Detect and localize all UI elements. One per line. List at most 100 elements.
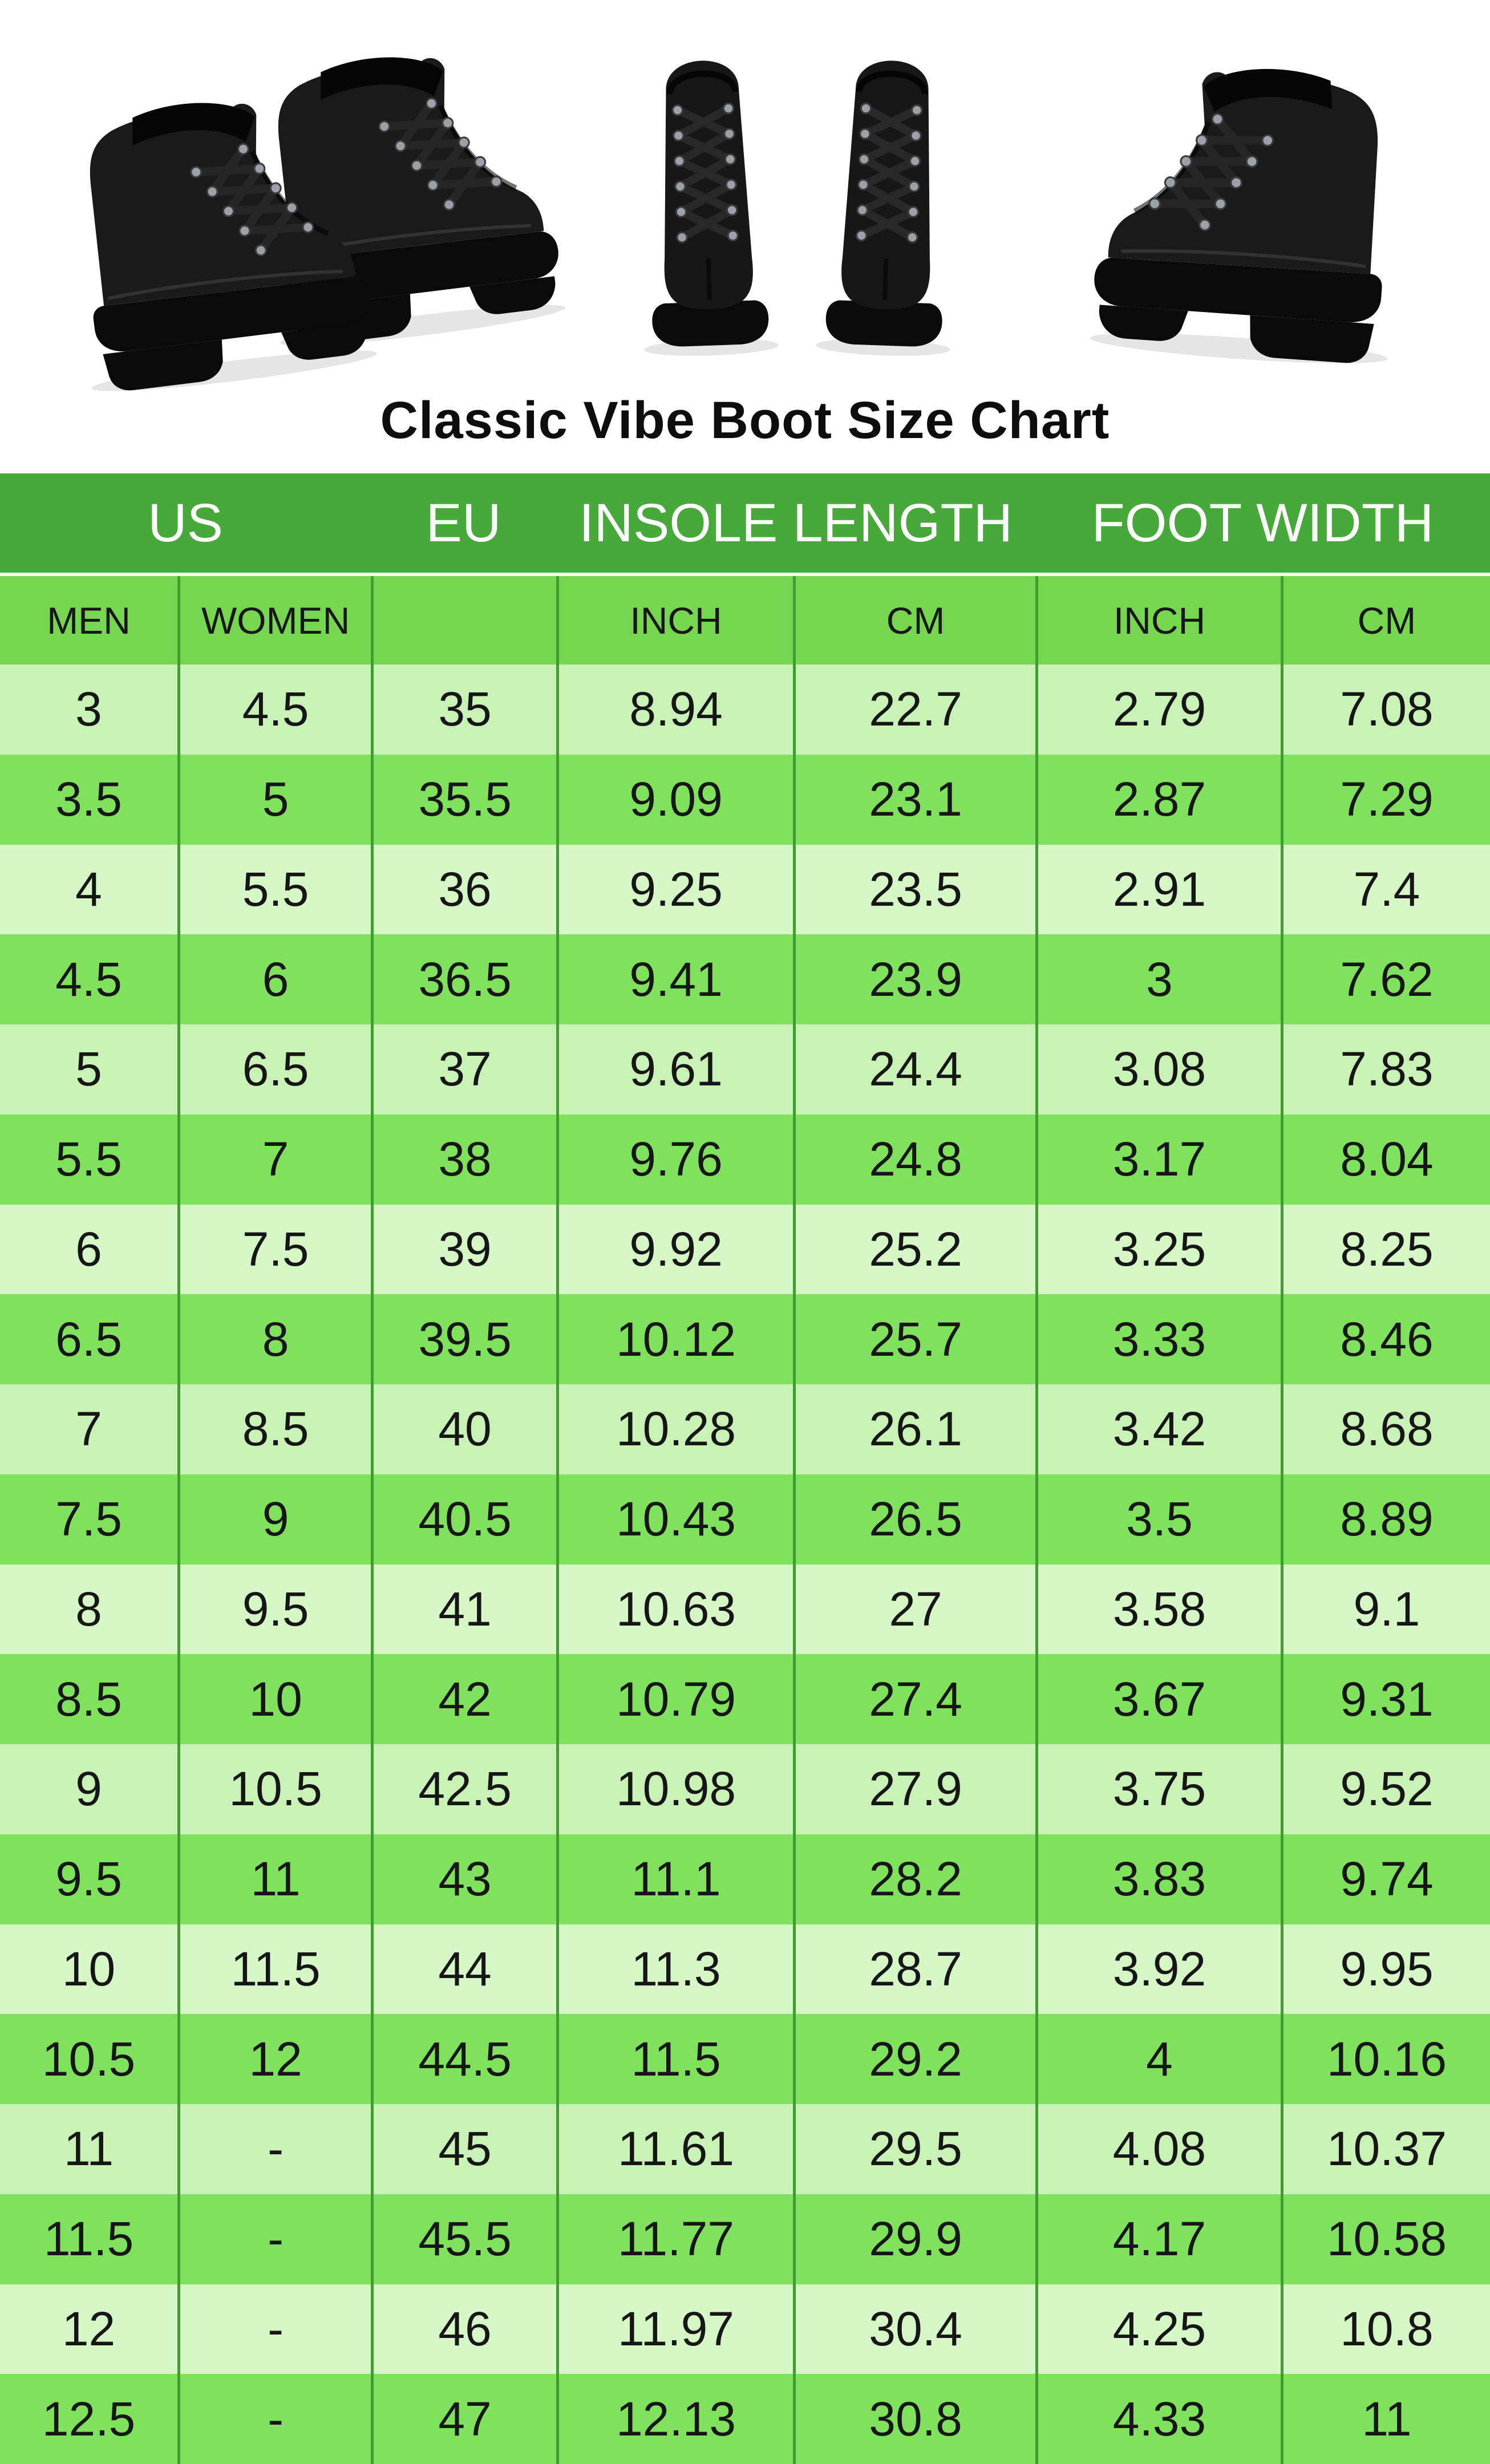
table-cell: 3 <box>1035 934 1281 1024</box>
column-header-insole-cm: CM <box>793 576 1036 664</box>
column-group-insole-length: INSOLE LENGTH <box>556 473 1036 576</box>
table-cell: 27.4 <box>793 1654 1036 1744</box>
table-cell: 7.5 <box>177 1204 371 1295</box>
table-cell: 3.92 <box>1035 1924 1281 2015</box>
table-cell: 39 <box>371 1204 557 1295</box>
table-cell: 29.5 <box>793 2104 1036 2194</box>
table-cell: 40 <box>371 1384 557 1474</box>
table-cell: 39.5 <box>371 1294 557 1384</box>
table-cell: 11.77 <box>556 2194 793 2284</box>
table-cell: 38 <box>371 1114 557 1205</box>
title-band: Classic Vibe Boot Size Chart <box>0 368 1490 473</box>
table-cell: 46 <box>371 2284 557 2374</box>
table-cell: 7.4 <box>1280 844 1490 935</box>
table-cell: 10.98 <box>556 1744 793 1834</box>
front-boot-left-image <box>627 26 784 359</box>
table-cell: 11.5 <box>177 1924 371 2015</box>
table-cell: 4 <box>0 844 178 935</box>
boots-pair-angled-image <box>63 31 588 365</box>
table-cell: 9.61 <box>556 1024 793 1115</box>
table-cell: 3.75 <box>1035 1744 1281 1834</box>
table-cell: 29.2 <box>793 2014 1036 2104</box>
table-cell: 9.52 <box>1280 1744 1490 1834</box>
table-cell: 23.9 <box>793 934 1036 1024</box>
table-cell: 8.25 <box>1280 1204 1490 1295</box>
table-cell: 9.74 <box>1280 1834 1490 1924</box>
table-cell: 9.31 <box>1280 1654 1490 1744</box>
table-cell: 25.2 <box>793 1204 1036 1295</box>
column-header-men: MEN <box>0 576 178 664</box>
table-cell: 7.29 <box>1280 754 1490 845</box>
product-photos-strip <box>0 0 1490 368</box>
table-cell: 8 <box>0 1564 178 1655</box>
table-cell: 3.25 <box>1035 1204 1281 1295</box>
table-cell: 3.17 <box>1035 1114 1281 1205</box>
table-cell: 9.5 <box>177 1564 371 1655</box>
boot-single-angled-image <box>1050 40 1460 359</box>
table-cell: 10.16 <box>1280 2014 1490 2104</box>
table-cell: 26.1 <box>793 1384 1036 1474</box>
table-cell: 12 <box>177 2014 371 2104</box>
table-cell: 12.5 <box>0 2374 178 2464</box>
table-cell: 8.5 <box>0 1654 178 1744</box>
table-cell: 11.5 <box>556 2014 793 2104</box>
table-cell: 10.28 <box>556 1384 793 1474</box>
table-cell: 11.97 <box>556 2284 793 2374</box>
table-cell: 12.13 <box>556 2374 793 2464</box>
table-cell: 8.89 <box>1280 1474 1490 1565</box>
table-cell: 4.33 <box>1035 2374 1281 2464</box>
table-cell: 11 <box>0 2104 178 2194</box>
table-cell: 24.8 <box>793 1114 1036 1205</box>
table-cell: 3.83 <box>1035 1834 1281 1924</box>
table-cell: 7.83 <box>1280 1024 1490 1115</box>
table-cell: 11.1 <box>556 1834 793 1924</box>
table-cell: 2.79 <box>1035 664 1281 755</box>
table-cell: 8.46 <box>1280 1294 1490 1384</box>
table-cell: 10.37 <box>1280 2104 1490 2194</box>
table-cell: 7 <box>0 1384 178 1474</box>
table-cell: 2.91 <box>1035 844 1281 935</box>
table-cell: 6 <box>177 934 371 1024</box>
table-cell: 24.4 <box>793 1024 1036 1115</box>
table-cell: 45 <box>371 2104 557 2194</box>
table-cell: 7.08 <box>1280 664 1490 755</box>
table-cell: 4.5 <box>177 664 371 755</box>
table-cell: 4 <box>1035 2014 1281 2104</box>
table-cell: 25.7 <box>793 1294 1036 1384</box>
front-boot-right-image <box>810 26 967 359</box>
table-cell: 27.9 <box>793 1744 1036 1834</box>
table-cell: 9.5 <box>0 1834 178 1924</box>
table-cell: 36.5 <box>371 934 557 1024</box>
table-cell: 11.3 <box>556 1924 793 2015</box>
table-cell: 10.63 <box>556 1564 793 1655</box>
table-cell: 28.7 <box>793 1924 1036 2015</box>
table-cell: 42 <box>371 1654 557 1744</box>
table-cell: 6.5 <box>0 1294 178 1384</box>
table-cell: 10.79 <box>556 1654 793 1744</box>
table-cell: 4.17 <box>1035 2194 1281 2284</box>
boot-front-left-image <box>45 56 388 400</box>
table-cell: 9.25 <box>556 844 793 935</box>
table-cell: 28.2 <box>793 1834 1036 1924</box>
table-cell: 30.8 <box>793 2374 1036 2464</box>
table-cell: 7.5 <box>0 1474 178 1565</box>
table-cell: - <box>177 2104 371 2194</box>
boots-pair-front-image <box>622 29 975 359</box>
table-cell: 9.95 <box>1280 1924 1490 2015</box>
table-cell: 12 <box>0 2284 178 2374</box>
table-cell: 9.09 <box>556 754 793 845</box>
column-group-foot-width: FOOT WIDTH <box>1035 473 1490 576</box>
table-cell: 5 <box>0 1024 178 1115</box>
table-cell: 9.92 <box>556 1204 793 1295</box>
table-cell: 8.68 <box>1280 1384 1490 1474</box>
table-cell: 10.8 <box>1280 2284 1490 2374</box>
table-cell: 23.1 <box>793 754 1036 845</box>
table-cell: 8 <box>177 1294 371 1384</box>
table-cell: - <box>177 2374 371 2464</box>
table-cell: 42.5 <box>371 1744 557 1834</box>
table-cell: 26.5 <box>793 1474 1036 1565</box>
table-cell: 10.5 <box>0 2014 178 2104</box>
table-cell: 4.25 <box>1035 2284 1281 2374</box>
table-cell: 11.61 <box>556 2104 793 2194</box>
table-cell: 8.04 <box>1280 1114 1490 1205</box>
